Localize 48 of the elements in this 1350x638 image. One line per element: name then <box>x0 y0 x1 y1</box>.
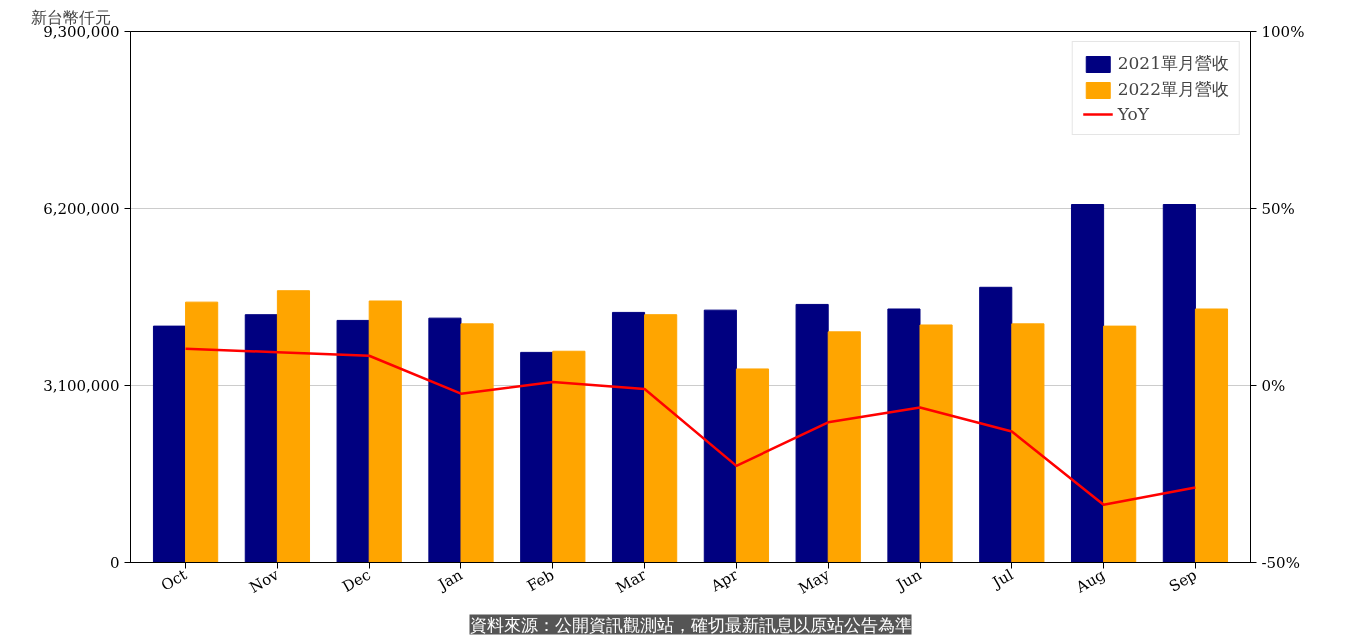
bar <box>244 314 278 563</box>
y2-tick-label: 100% <box>1261 22 1305 41</box>
legend-label: 2021單月營收 <box>1117 52 1229 75</box>
bar <box>520 351 554 563</box>
bar <box>368 300 402 563</box>
x-tick-label: Jan <box>433 565 466 595</box>
bar <box>735 368 770 563</box>
x-tick-label: Nov <box>246 565 283 597</box>
bar <box>1162 204 1196 563</box>
bar <box>611 311 646 563</box>
bar <box>1194 308 1229 563</box>
y2-tick-label: -50% <box>1261 553 1300 572</box>
bar <box>428 317 462 563</box>
y-tick-label: 0 <box>109 554 120 572</box>
x-tick-label: May <box>795 565 834 598</box>
bar <box>152 325 187 563</box>
bar <box>460 323 494 563</box>
x-tick-label: Sep <box>1166 565 1200 596</box>
bar <box>1103 325 1137 563</box>
x-tick-label: Oct <box>157 565 191 595</box>
x-tick-label: Feb <box>523 565 558 596</box>
source-note: 資料來源：公開資訊觀測站，確切最新訊息以原站公告為準 <box>469 614 912 635</box>
bar <box>795 303 829 563</box>
bar <box>552 350 586 563</box>
bar <box>1070 204 1105 563</box>
bar <box>644 314 678 563</box>
x-tick-label: Apr <box>707 565 742 596</box>
bar <box>827 331 861 563</box>
y2-tick-label: 0% <box>1261 376 1286 395</box>
x-tick-label: Mar <box>612 565 650 598</box>
y2-tick-label: 50% <box>1261 199 1295 218</box>
bar <box>887 308 921 563</box>
x-tick-label: Jun <box>891 565 925 595</box>
legend-label: 2022單月營收 <box>1117 78 1229 101</box>
y-tick-label: 6,200,000 <box>43 200 120 218</box>
x-tick-label: Dec <box>339 565 374 596</box>
legend-label: YoY <box>1117 104 1149 124</box>
bar <box>185 301 219 563</box>
bar <box>1011 323 1045 563</box>
bar <box>336 319 370 563</box>
x-tick-label: Aug <box>1072 565 1109 597</box>
bar <box>703 309 737 563</box>
x-tick-label: Jul <box>987 565 1017 593</box>
line-series <box>184 347 1197 507</box>
bar <box>276 290 311 563</box>
bar <box>979 286 1013 563</box>
bar <box>919 324 953 563</box>
y-tick-label: 3,100,000 <box>43 377 120 395</box>
